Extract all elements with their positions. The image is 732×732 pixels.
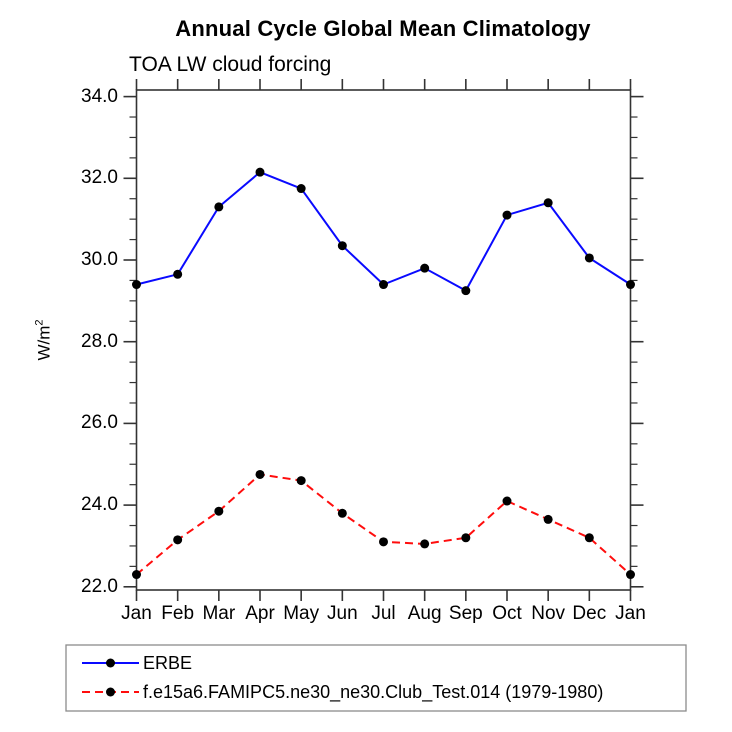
data-point-marker — [337, 508, 347, 518]
data-point-marker — [626, 570, 635, 580]
data-point-marker — [502, 210, 512, 220]
data-point-marker — [461, 533, 471, 543]
x-tick-label: Jan — [121, 603, 152, 624]
data-point-marker — [379, 280, 388, 290]
data-point-marker — [173, 535, 183, 545]
data-point-marker — [255, 167, 265, 177]
legend-box — [65, 644, 687, 712]
chart-subtitle: TOA LW cloud forcing — [129, 53, 332, 76]
data-point-marker — [543, 198, 553, 208]
y-tick-label: 26.0 — [81, 412, 118, 434]
x-tick-label: Mar — [202, 603, 236, 624]
x-tick-label: Nov — [531, 603, 566, 624]
y-tick-label: 30.0 — [81, 249, 118, 270]
legend-label-erbe: ERBE — [143, 653, 193, 673]
y-tick-label: 22.0 — [81, 575, 118, 597]
data-point-marker — [543, 514, 553, 524]
data-point-marker — [461, 286, 471, 296]
data-point-marker — [584, 253, 594, 263]
plot-border — [135, 89, 632, 591]
x-tick-label: Sep — [448, 603, 483, 624]
x-tick-label: Jan — [615, 603, 646, 624]
legend-marker-sample — [106, 687, 115, 697]
x-tick-label: Feb — [161, 603, 195, 624]
data-point-marker — [132, 280, 141, 290]
data-point-marker — [337, 241, 347, 251]
series-line-model — [135, 473, 632, 576]
data-point-marker — [214, 202, 224, 212]
y-tick-label: 34.0 — [81, 85, 118, 107]
data-point-marker — [132, 570, 141, 580]
x-tick-label: May — [283, 603, 320, 624]
data-point-marker — [626, 280, 635, 290]
data-point-marker — [379, 537, 388, 547]
x-tick-label: Jun — [327, 603, 358, 624]
data-point-marker — [502, 496, 512, 506]
data-point-marker — [584, 533, 594, 543]
y-tick-label: 28.0 — [81, 330, 118, 352]
x-tick-label: Aug — [407, 603, 442, 624]
y-tick-label: 24.0 — [81, 494, 118, 516]
chart-title: Annual Cycle Global Mean Climatology — [175, 16, 591, 41]
data-point-marker — [420, 539, 430, 549]
data-point-marker — [255, 469, 265, 479]
data-point-marker — [420, 263, 430, 273]
y-tick-label: 32.0 — [81, 167, 118, 189]
x-tick-label: Jul — [371, 603, 396, 624]
legend-label-model: f.e15a6.FAMIPC5.ne30_ne30.Club_Test.014 … — [143, 682, 604, 702]
data-point-marker — [173, 269, 183, 279]
data-point-marker — [214, 506, 224, 516]
data-point-marker — [296, 184, 306, 194]
legend-marker-sample — [106, 658, 115, 668]
series-line-erbe — [136, 171, 632, 292]
x-tick-label: Apr — [245, 603, 275, 624]
x-tick-label: Oct — [492, 603, 522, 624]
data-point-marker — [296, 476, 306, 486]
x-tick-label: Dec — [572, 603, 607, 624]
